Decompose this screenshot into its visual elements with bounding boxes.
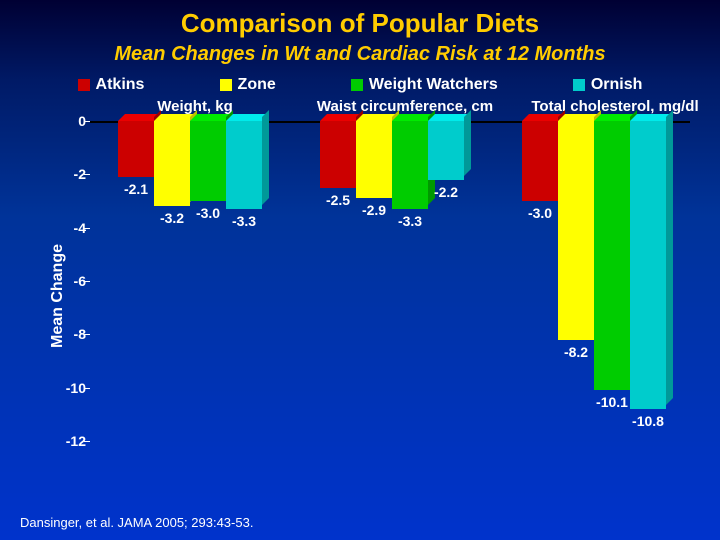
data-label: -3.3 [398,213,422,229]
bar [428,121,464,180]
legend-swatch [573,79,585,91]
y-tick-mark [84,334,90,335]
data-label: -2.2 [434,184,458,200]
y-tick-mark [84,228,90,229]
bar [226,121,262,209]
data-label: -2.9 [362,202,386,218]
y-tick-mark [84,441,90,442]
bar [154,121,190,206]
legend-item: Atkins [78,76,145,94]
page-subtitle: Mean Changes in Wt and Cardiac Risk at 1… [0,39,720,66]
y-tick-label: -12 [50,433,86,449]
bar [522,121,558,201]
data-label: -2.5 [326,192,350,208]
y-tick-label: -4 [50,220,86,236]
page-title: Comparison of Popular Diets [0,0,720,39]
bar [594,121,630,390]
y-tick-label: -2 [50,166,86,182]
data-label: -8.2 [564,344,588,360]
y-tick-mark [84,281,90,282]
legend-label: Zone [238,76,276,94]
data-label: -10.1 [596,394,628,410]
data-label: -10.8 [632,413,664,429]
legend-swatch [78,79,90,91]
bar [190,121,226,201]
bar [356,121,392,198]
data-label: -3.2 [160,210,184,226]
legend: Atkins Zone Weight Watchers Ornish [0,66,720,98]
group-header: Total cholesterol, mg/dl [510,98,720,115]
data-label: -3.3 [232,213,256,229]
bar [320,121,356,188]
y-tick-mark [84,388,90,389]
legend-item: Weight Watchers [351,76,498,94]
legend-label: Ornish [591,76,643,94]
legend-swatch [220,79,232,91]
data-label: -3.0 [528,205,552,221]
y-tick-mark [84,174,90,175]
legend-item: Ornish [573,76,643,94]
data-label: -2.1 [124,181,148,197]
y-tick-label: 0 [50,113,86,129]
bar [630,121,666,409]
legend-item: Zone [220,76,276,94]
citation: Dansinger, et al. JAMA 2005; 293:43-53. [20,515,253,530]
plot-area: 0-2-4-6-8-10-12-2.1-3.2-3.0-3.3-2.5-2.9-… [90,121,690,441]
legend-swatch [351,79,363,91]
bar [118,121,154,177]
legend-label: Weight Watchers [369,76,498,94]
y-tick-label: -8 [50,326,86,342]
legend-label: Atkins [96,76,145,94]
y-tick-label: -6 [50,273,86,289]
bar [558,121,594,340]
group-header: Waist circumference, cm [300,98,510,115]
chart: Mean Change 0-2-4-6-8-10-12-2.1-3.2-3.0-… [0,121,720,471]
bar [392,121,428,209]
data-label: -3.0 [196,205,220,221]
y-tick-mark [84,121,90,122]
y-tick-label: -10 [50,380,86,396]
